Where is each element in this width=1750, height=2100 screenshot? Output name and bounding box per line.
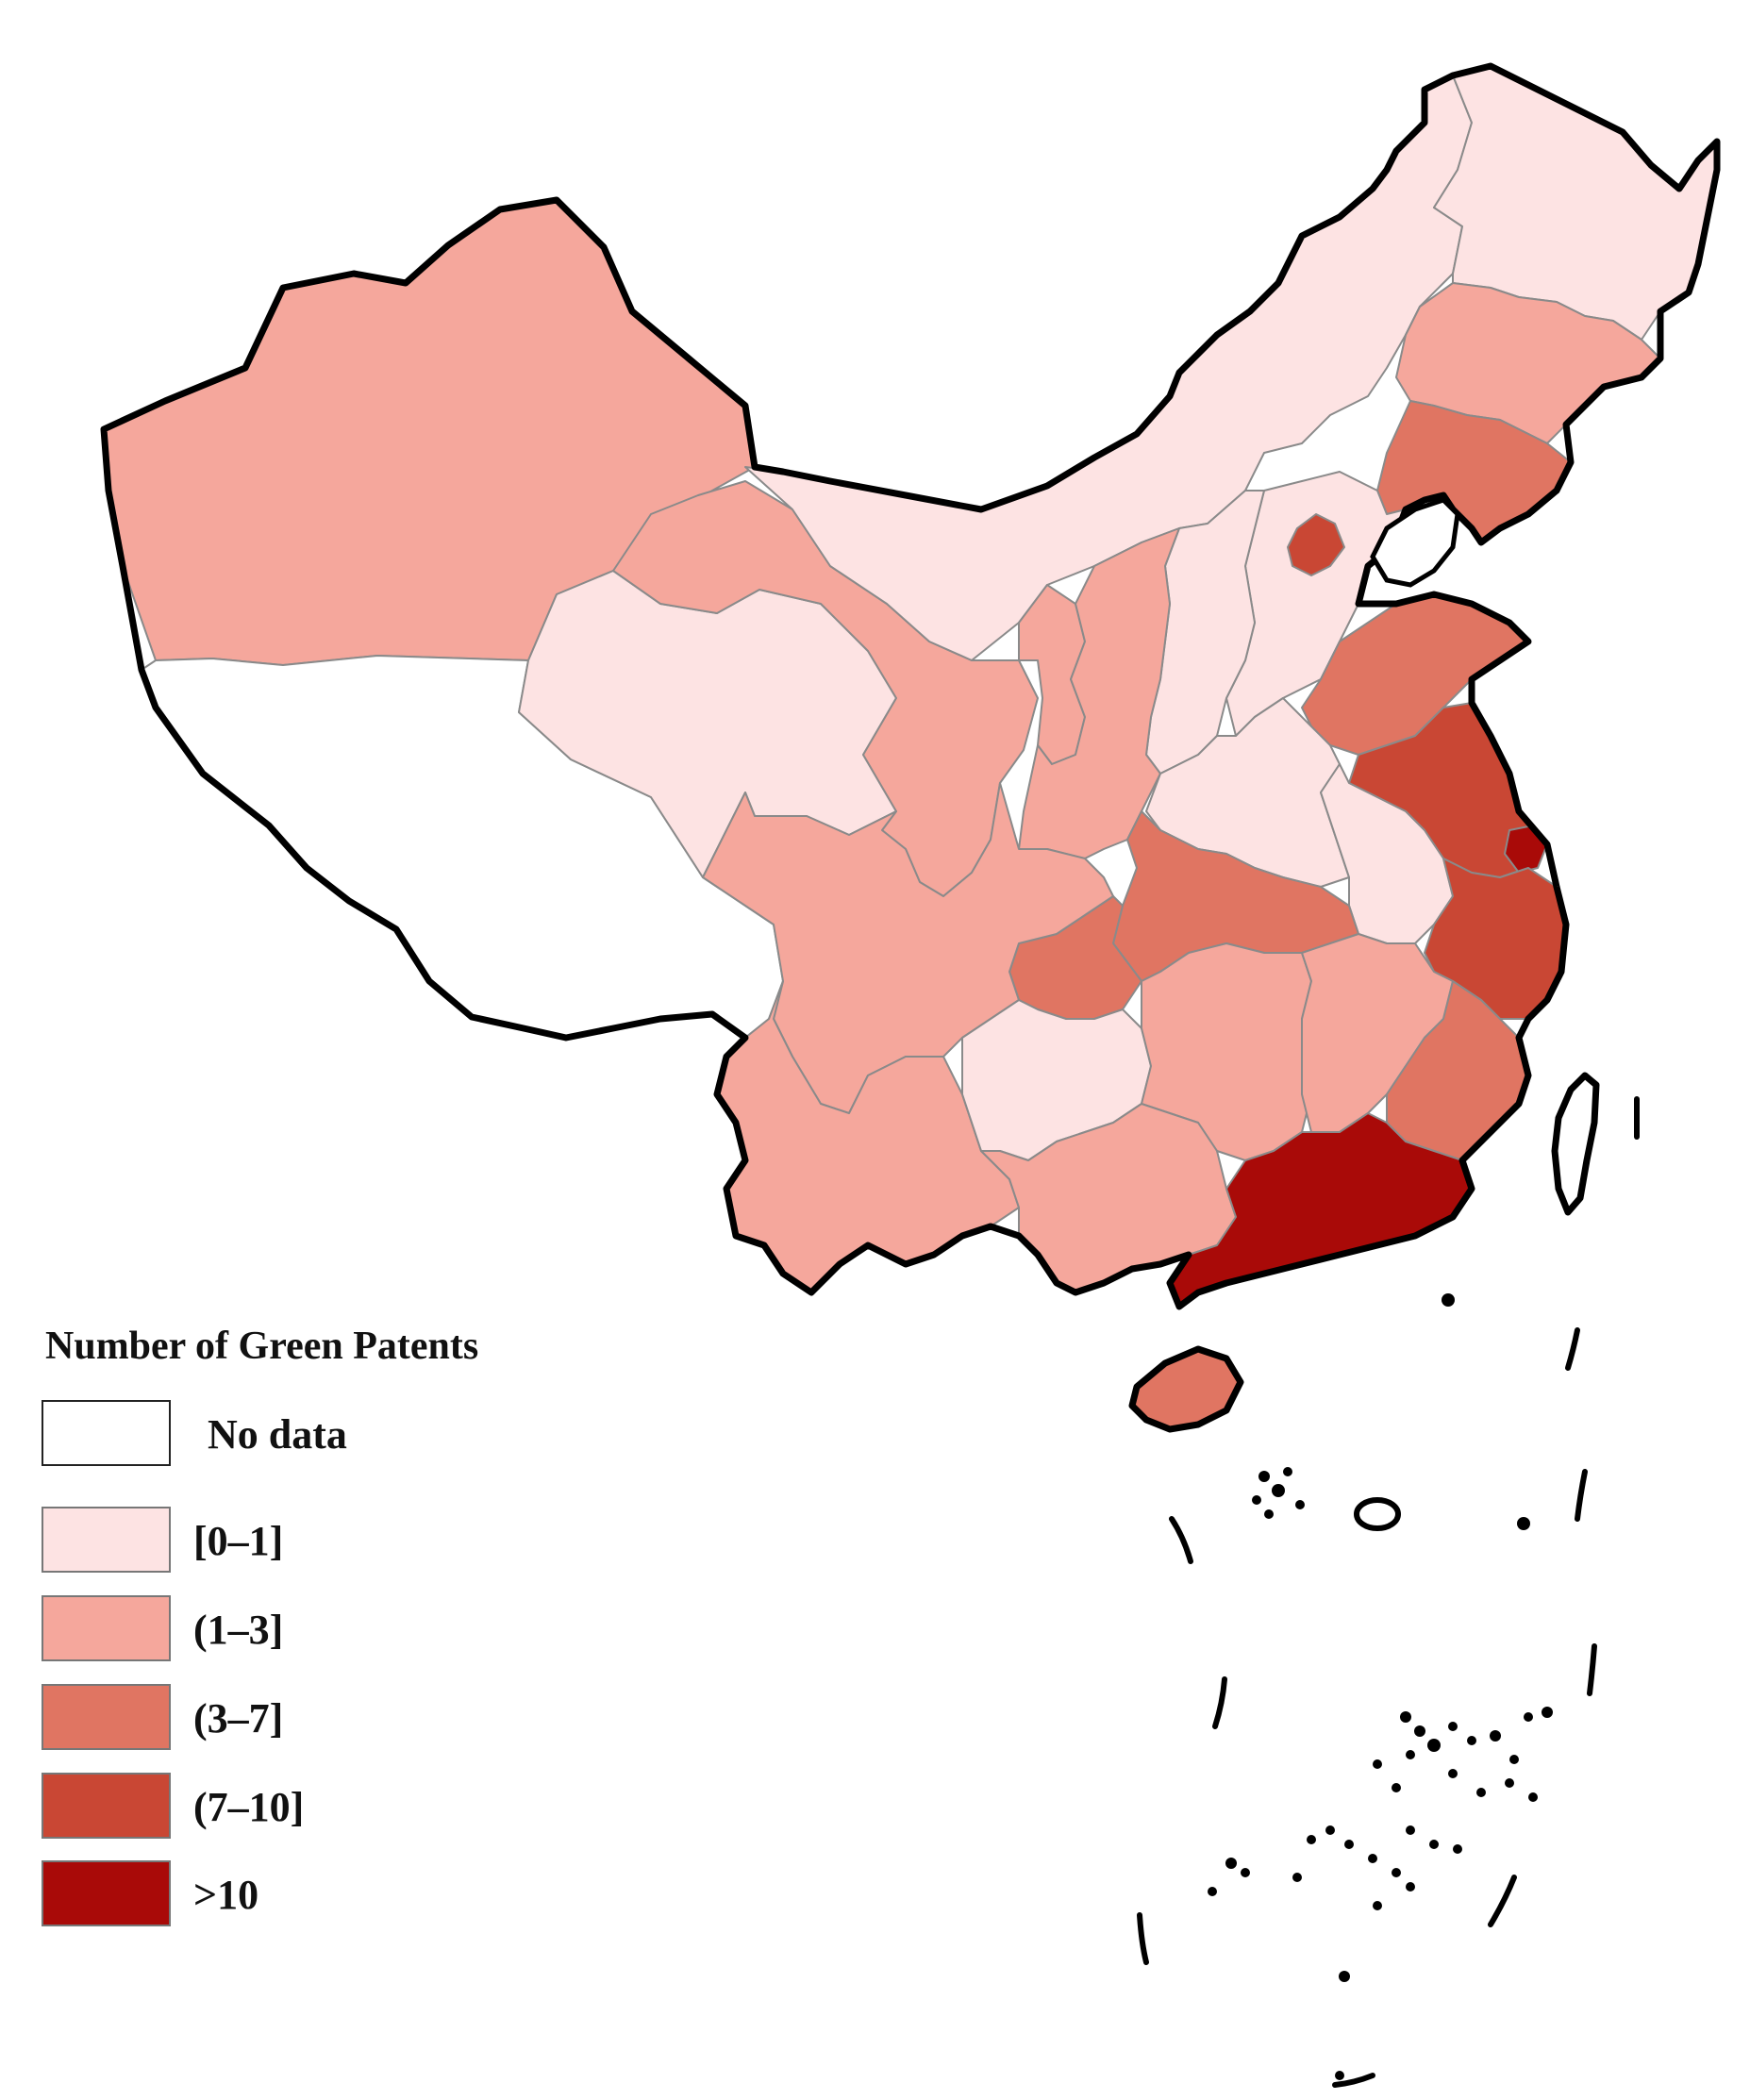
legend-label-1-3: (1–3] [193,1607,283,1653]
south-china-sea-islands [1208,1293,1553,2080]
legend-label-no-data: No data [208,1411,347,1458]
region-shaanxi[interactable] [1018,527,1180,859]
legend-swatch-1-3 [42,1595,171,1661]
taiwan-border [1551,1072,1600,1216]
legend-title: Number of Green Patents [45,1325,478,1368]
national-border [100,62,1721,1310]
legend-swatch-3-7 [42,1684,171,1750]
bohai-sea [1370,497,1460,588]
legend: Number of Green Patents No data [0–1] (1… [42,1325,478,1926]
legend-label-0-1: [0–1] [193,1518,283,1564]
legend-swatch-over-10 [42,1860,171,1926]
hainan-border [1128,1345,1244,1433]
nine-dash-line [1137,1096,1640,2088]
legend-label-7-10: (7–10] [193,1784,304,1830]
legend-label-3-7: (3–7] [193,1695,283,1742]
legend-swatch-0-1 [42,1507,171,1573]
province-layer [103,65,1718,1430]
legend-swatch-7-10 [42,1773,171,1839]
legend-swatch-no-data [42,1400,171,1466]
region-beijing[interactable] [1287,513,1345,576]
legend-label-over-10: >10 [193,1872,258,1918]
